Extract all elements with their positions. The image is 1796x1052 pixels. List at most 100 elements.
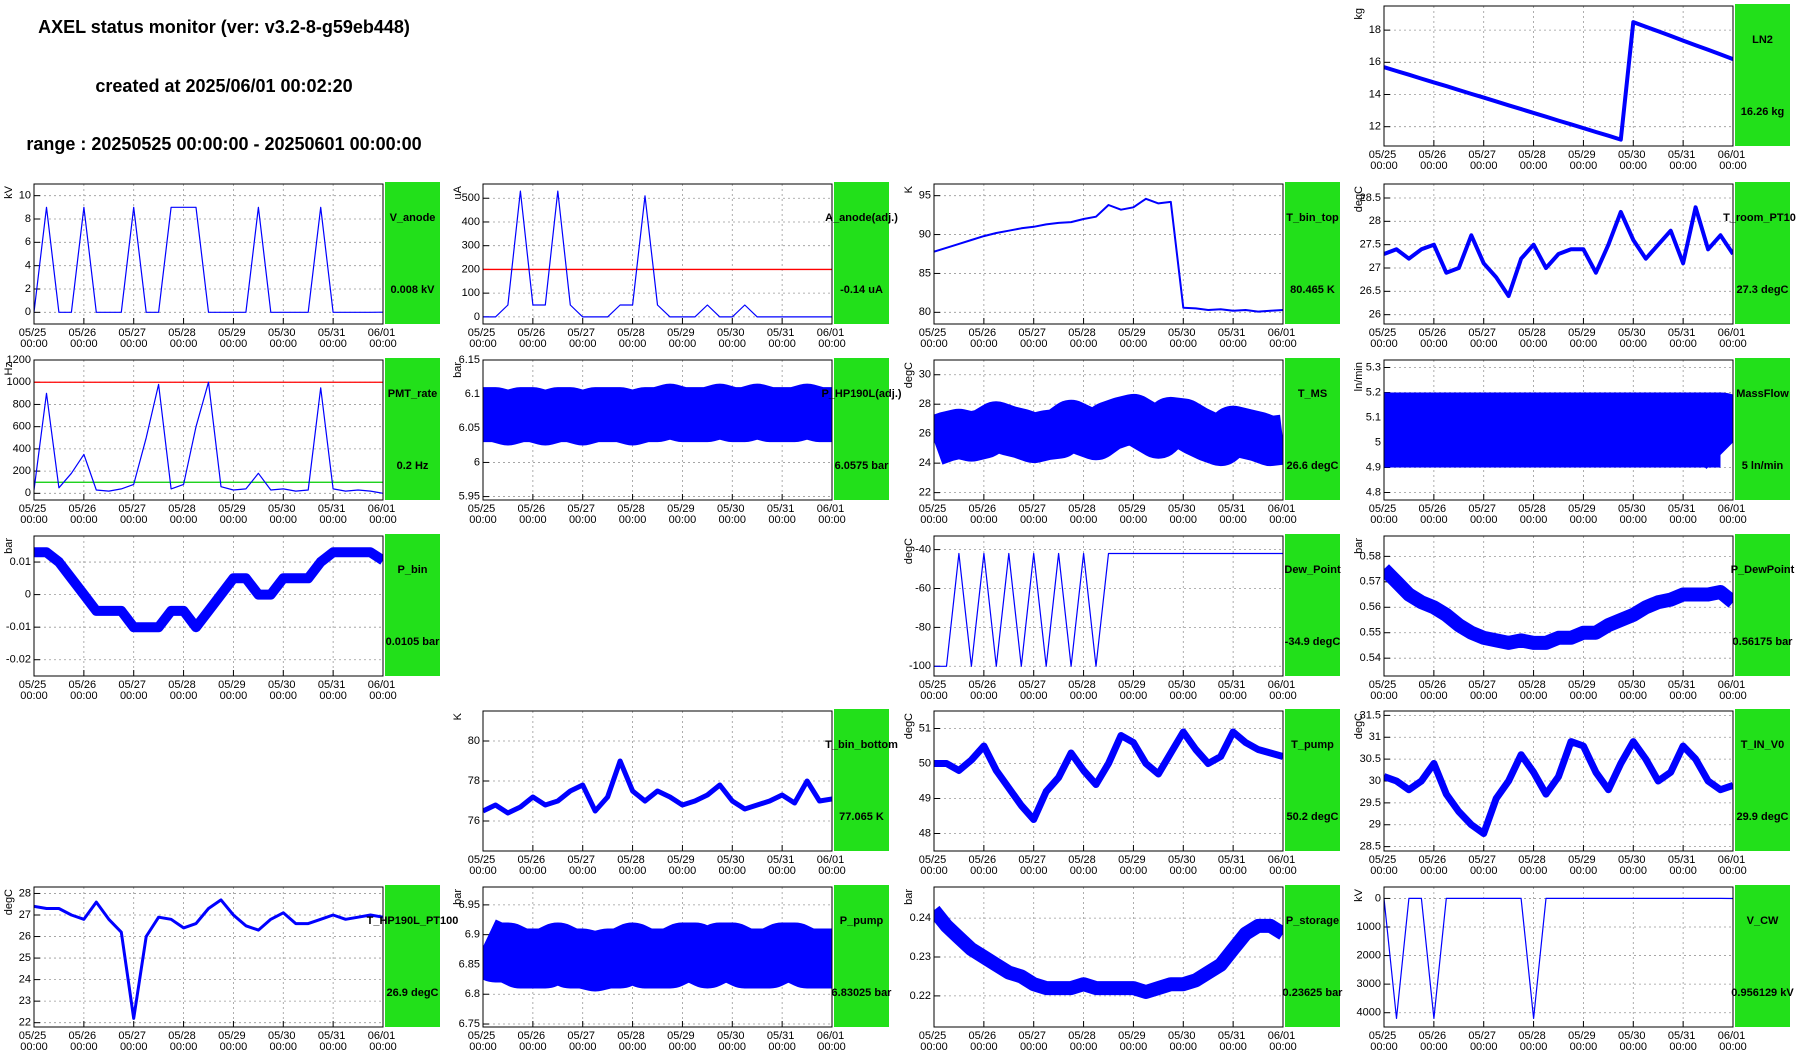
- x-tick-label: 05/29 00:00: [218, 503, 249, 526]
- x-tick-label: 06/01 00:00: [368, 679, 399, 702]
- x-tick-label: 05/31 00:00: [318, 1030, 349, 1052]
- x-tick-label: 05/26 00:00: [69, 1030, 100, 1052]
- x-tick-label: 05/25 00:00: [19, 503, 50, 526]
- panel: 0.54 0.55 0.56 0.57 0.58 05/25 00:00 05/26 00:…: [1353, 534, 1795, 702]
- x-tick-label: 06/01 00:00: [1718, 679, 1749, 702]
- y-tick-label: 30.5: [1360, 753, 1381, 765]
- plot-border: [933, 359, 1284, 501]
- y-tick-label: 29: [1369, 819, 1381, 831]
- x-tick-label: 05/26 00:00: [1419, 1030, 1450, 1052]
- status-box: [834, 182, 889, 324]
- x-tick-label: 05/30 00:00: [717, 854, 748, 877]
- panel: 26 26.5 27 27.5 28 28.5 05/25 00:00 05/26 00:00…: [1353, 182, 1796, 350]
- x-tick-label: 05/27 00:00: [567, 1030, 598, 1052]
- x-tick-label: 05/28 00:00: [1518, 149, 1549, 172]
- status-box: [385, 885, 440, 1027]
- x-tick-label: 05/25 00:00: [919, 854, 950, 877]
- x-tick-label: 05/25 00:00: [468, 1030, 499, 1052]
- x-tick-label: 05/26 00:00: [969, 503, 1000, 526]
- y-tick-label: 6.95: [459, 899, 480, 911]
- panel: 0 2 4 6 8 10 05/25 00:00 05/26 00:00 05/27 00:00…: [3, 182, 440, 350]
- plot-border: [482, 359, 833, 501]
- x-tick-label: 05/30 00:00: [1618, 149, 1649, 172]
- x-tick-label: 05/29 00:00: [667, 1030, 698, 1052]
- y-tick-label: 78: [468, 775, 480, 787]
- y-tick-label: 0: [25, 306, 31, 318]
- plot-border: [1383, 5, 1734, 147]
- status-name: T_HP190L_PT100: [367, 915, 459, 927]
- status-name: MassFlow: [1736, 388, 1789, 400]
- plot-border: [933, 535, 1284, 677]
- panel: 48 49 50 51 05/25 00:00 05/26 00:00 05/27 00:0…: [903, 709, 1340, 877]
- data-line: [934, 552, 1283, 667]
- data-line: [34, 206, 383, 313]
- y-tick-label: 25: [19, 952, 31, 964]
- data-line: [934, 728, 1283, 823]
- y-tick-label: 95: [919, 190, 931, 202]
- y-axis-label: kg: [1353, 8, 1365, 20]
- plot-border: [1383, 886, 1734, 1028]
- x-tick-label: 05/31 00:00: [767, 1030, 798, 1052]
- y-tick-label: 0.54: [1360, 652, 1381, 664]
- x-tick-label: 05/27 00:00: [118, 1030, 149, 1052]
- y-tick-label: 27.5: [1360, 239, 1381, 251]
- y-axis-label: uA: [452, 185, 464, 199]
- x-tick-label: 05/26 00:00: [69, 503, 100, 526]
- x-tick-label: 06/01 00:00: [1718, 854, 1749, 877]
- x-tick-label: 05/25 00:00: [919, 327, 950, 350]
- plot-border: [33, 535, 384, 677]
- y-axis-label: kV: [1353, 888, 1365, 902]
- x-tick-label: 05/30 00:00: [717, 1030, 748, 1052]
- data-line: [483, 758, 832, 816]
- x-tick-label: 05/27 00:00: [118, 679, 149, 702]
- x-tick-label: 05/27 00:00: [1018, 1030, 1049, 1052]
- y-axis-label: Hz: [3, 362, 15, 375]
- x-tick-label: 05/31 00:00: [1218, 679, 1249, 702]
- x-tick-label: 05/30 00:00: [1168, 503, 1199, 526]
- status-value: 0.008 kV: [390, 284, 435, 296]
- x-tick-label: 05/25 00:00: [19, 1030, 50, 1052]
- y-tick-label: 0: [25, 487, 31, 499]
- status-box: [1735, 358, 1790, 500]
- data-line: [483, 383, 832, 446]
- x-tick-label: 05/31 00:00: [1218, 854, 1249, 877]
- x-tick-label: 05/31 00:00: [318, 327, 349, 350]
- x-tick-label: 05/30 00:00: [1618, 327, 1649, 350]
- plot-frame: [33, 183, 384, 325]
- plot-frame: [1383, 5, 1734, 147]
- y-tick-label: 26: [1369, 309, 1381, 321]
- y-tick-label: 29.5: [1360, 797, 1381, 809]
- data-line: [1384, 738, 1733, 837]
- status-name: V_CW: [1747, 915, 1779, 927]
- status-value: -0.14 uA: [840, 284, 883, 296]
- status-value: -34.9 degC: [1285, 636, 1341, 648]
- x-tick-label: 05/25 00:00: [919, 1030, 950, 1052]
- plot-border: [482, 710, 833, 852]
- y-tick-label: 1200: [7, 354, 31, 366]
- status-box: [1285, 182, 1340, 324]
- y-tick-label: 6.9: [465, 929, 480, 941]
- status-name: P_pump: [840, 915, 884, 927]
- plot-border: [482, 886, 833, 1028]
- y-tick-label: 80: [468, 735, 480, 747]
- data-line: [1384, 20, 1733, 142]
- x-tick-label: 05/27 00:00: [1468, 149, 1499, 172]
- page-title: AXEL status monitor (ver: v3.2-8-g59eb44…: [38, 17, 410, 37]
- y-tick-label: 200: [13, 465, 31, 477]
- x-tick-label: 05/30 00:00: [1168, 679, 1199, 702]
- x-tick-label: 05/27 00:00: [567, 327, 598, 350]
- x-tick-label: 05/29 00:00: [1118, 1030, 1149, 1052]
- x-tick-label: 05/30 00:00: [1618, 503, 1649, 526]
- x-tick-label: 05/26 00:00: [518, 1030, 549, 1052]
- x-tick-label: 05/29 00:00: [1118, 327, 1149, 350]
- plot-border: [933, 710, 1284, 852]
- panel: -0.02 -0.01 0 0.01 05/25 00:00 05/26 00:00 05/…: [3, 534, 440, 702]
- status-name: Dew_Point: [1284, 564, 1341, 576]
- x-tick-label: 05/25 00:00: [1369, 854, 1400, 877]
- y-tick-label: 30: [1369, 775, 1381, 787]
- plot-border: [482, 183, 833, 325]
- y-tick-label: 22: [919, 487, 931, 499]
- y-tick-label: 26: [919, 428, 931, 440]
- x-tick-label: 05/26 00:00: [969, 679, 1000, 702]
- x-tick-label: 05/28 00:00: [1068, 679, 1099, 702]
